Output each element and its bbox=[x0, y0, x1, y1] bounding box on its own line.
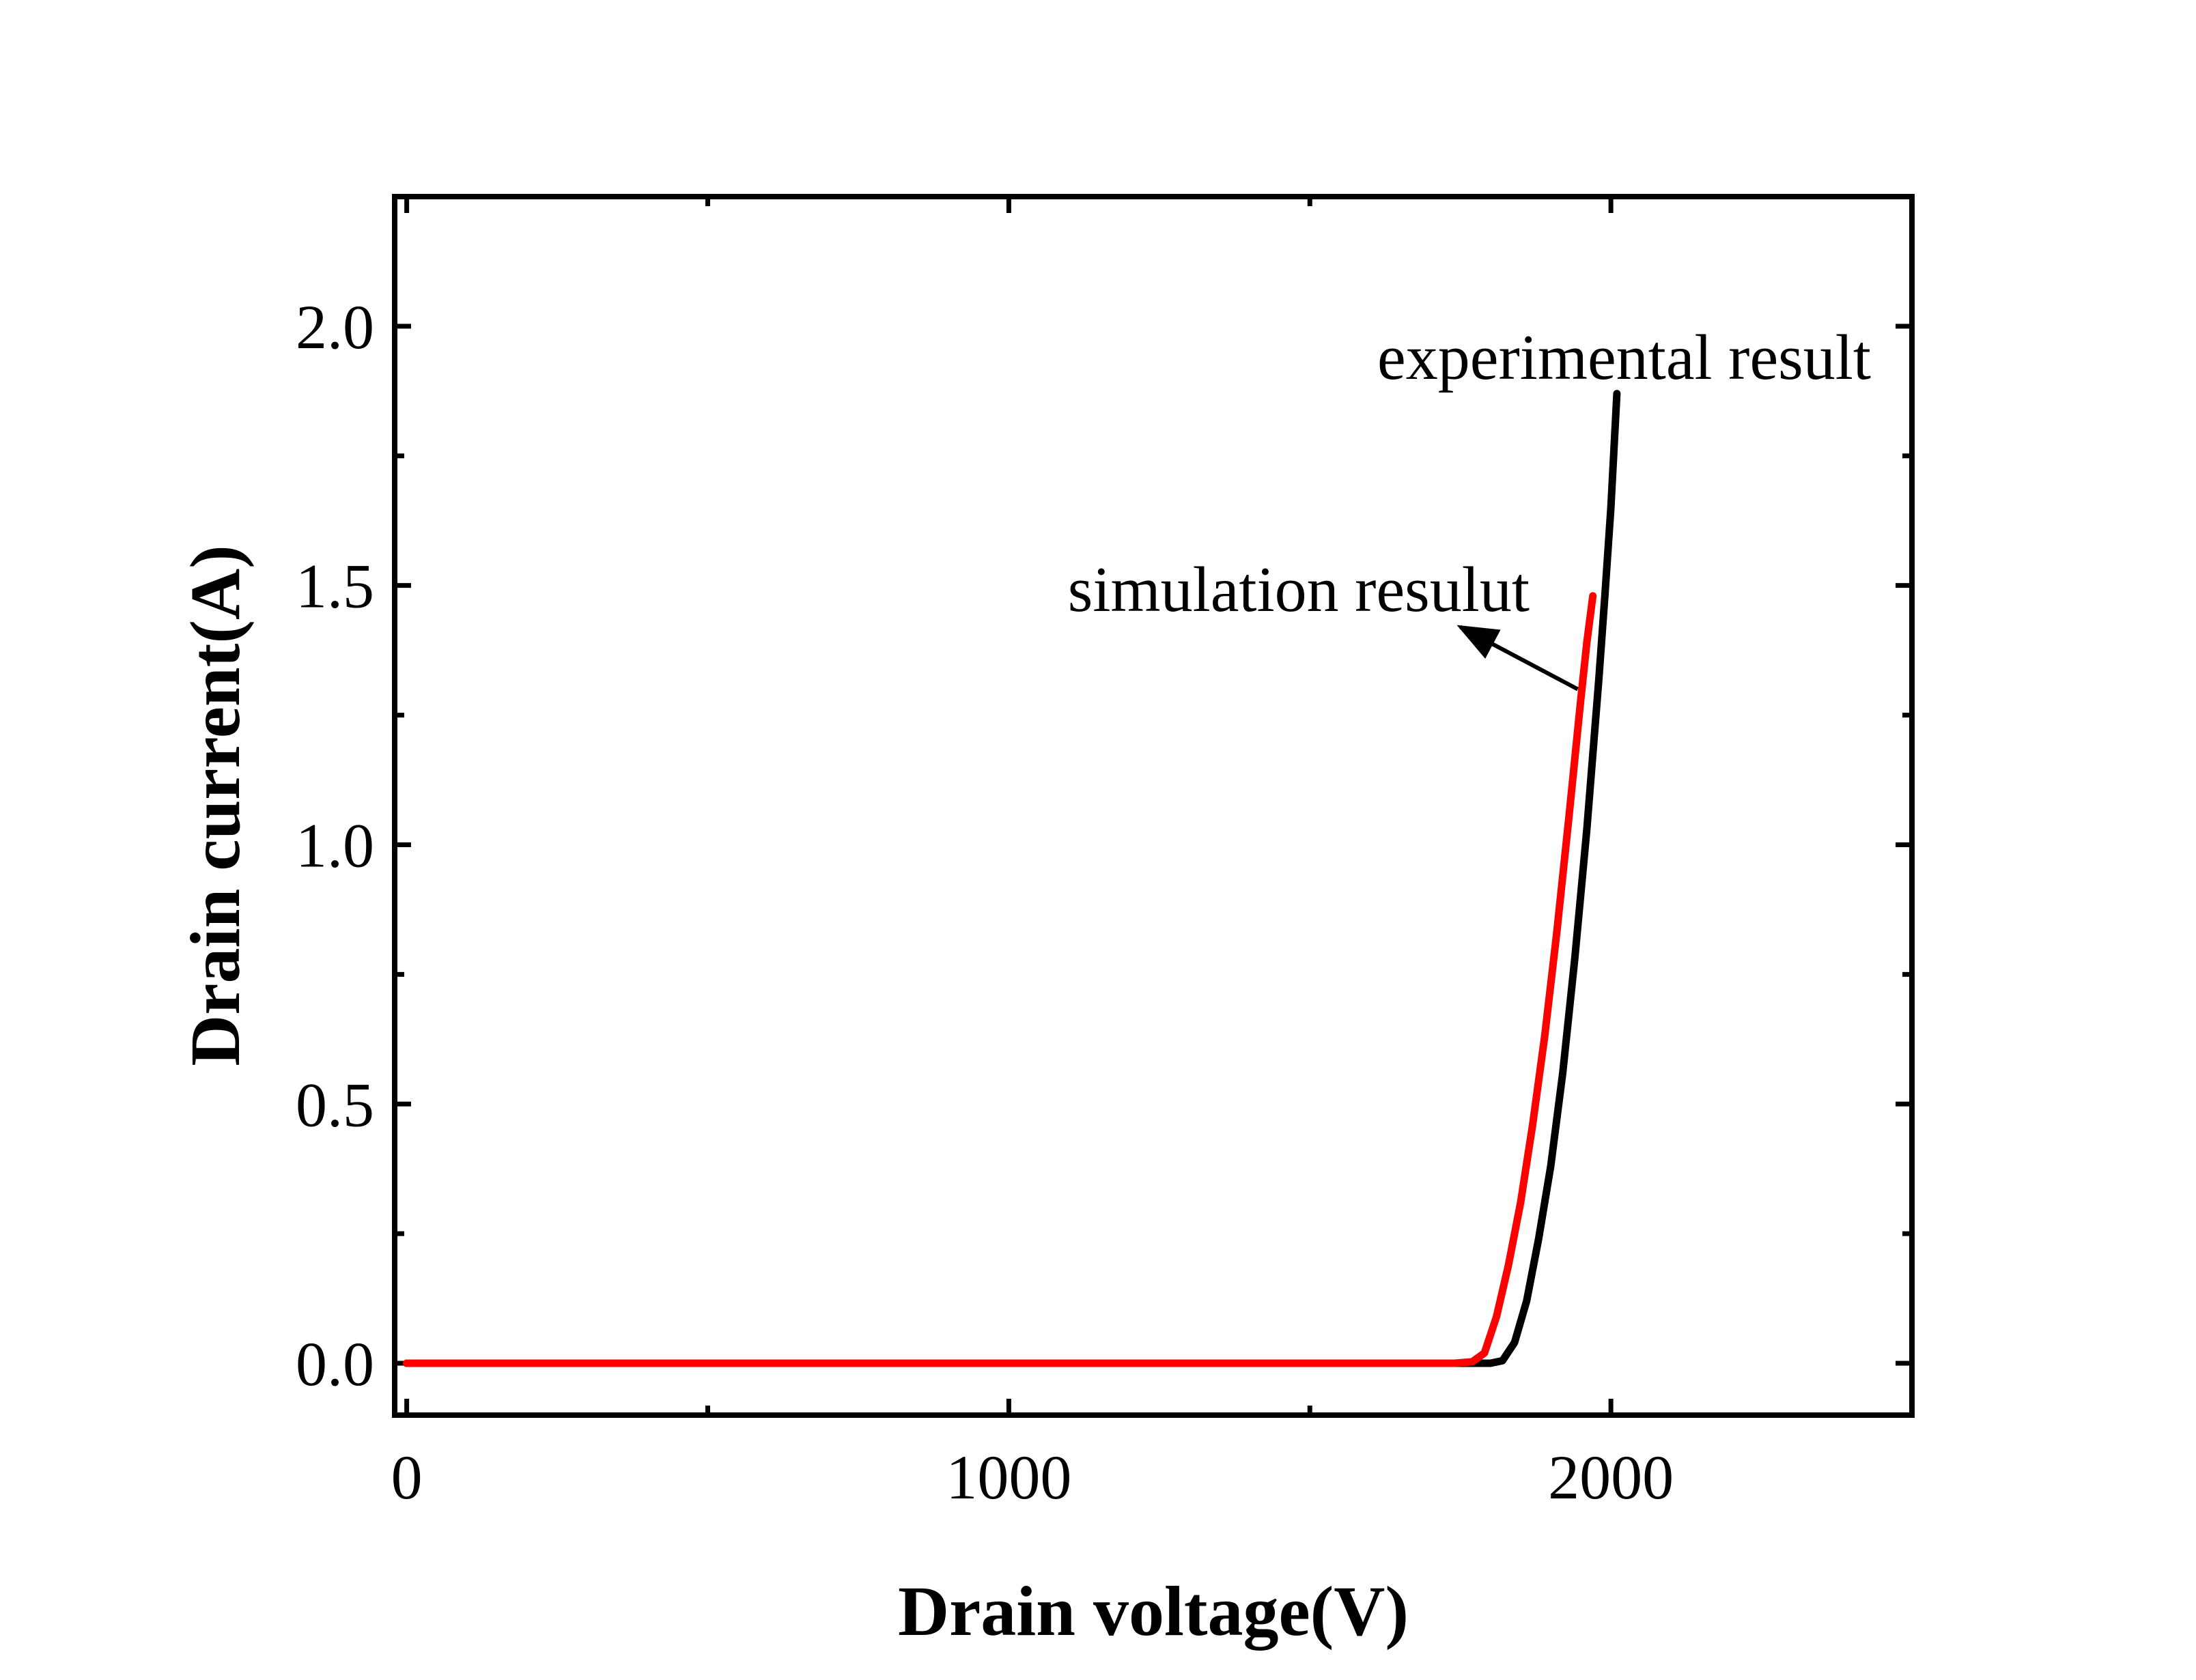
annotation-experimental: experimental result bbox=[1377, 322, 1871, 393]
series-line-experimental bbox=[403, 390, 1621, 1367]
y-axis-title: Drain current(A) bbox=[176, 545, 255, 1066]
x-tick-label: 1000 bbox=[946, 1442, 1071, 1512]
y-tick-label: 2.0 bbox=[296, 292, 374, 362]
series-line-simulation bbox=[403, 592, 1597, 1367]
x-tick-label: 2000 bbox=[1548, 1442, 1674, 1512]
plot-frame bbox=[392, 194, 1915, 1418]
series-lines bbox=[403, 390, 1621, 1367]
annotation-arrow bbox=[1456, 625, 1579, 692]
y-tick-label: 0.5 bbox=[296, 1070, 374, 1139]
annotation-simulation: simulation resulut bbox=[1068, 554, 1530, 625]
x-axis-title: Drain voltage(V) bbox=[898, 1572, 1409, 1651]
annotations: experimental result simulation resulut bbox=[1068, 322, 1871, 692]
x-tick-label: 0 bbox=[391, 1442, 423, 1512]
y-tick-label: 1.5 bbox=[296, 552, 374, 621]
axis-ticks: 0.0 0.5 1.0 1.5 2.0 0 1000 2000 bbox=[296, 197, 1915, 1512]
y-tick-label: 1.0 bbox=[296, 810, 374, 880]
y-tick-label: 0.0 bbox=[296, 1329, 374, 1399]
